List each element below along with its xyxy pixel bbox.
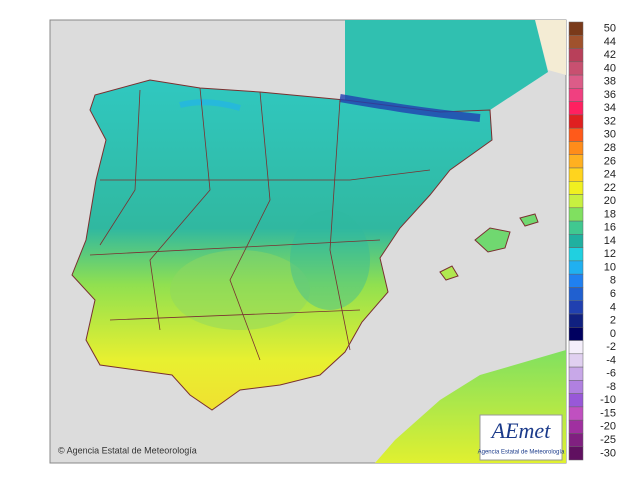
logo-subtitle: Agencia Estatal de Meteorología (478, 450, 565, 456)
legend-swatch (568, 181, 584, 195)
legend-swatch (568, 61, 584, 76)
legend: 5044424038363432302826242220181614121086… (568, 21, 616, 461)
legend-swatch (568, 446, 584, 461)
legend-swatch (568, 353, 584, 368)
legend-swatch (568, 366, 584, 381)
legend-label: 30 (604, 129, 616, 141)
ibiza (439, 265, 459, 281)
legend-swatch (568, 300, 584, 315)
legend-swatch (568, 433, 584, 447)
legend-swatch (568, 154, 584, 169)
legend-label: -2 (606, 341, 616, 353)
legend-swatch (568, 340, 584, 355)
legend-label: 20 (604, 195, 616, 207)
france (345, 20, 548, 112)
legend-label: 14 (604, 235, 616, 247)
legend-label: 32 (604, 115, 616, 127)
legend-label: 26 (604, 155, 616, 167)
legend-swatch (568, 141, 584, 155)
legend-swatch (568, 380, 584, 394)
logo-box (479, 414, 563, 461)
legend-label: 34 (604, 102, 616, 114)
legend-swatch (568, 220, 584, 235)
legend-label: -4 (606, 354, 616, 366)
legend-swatch (568, 35, 584, 49)
mallorca (474, 227, 511, 253)
legend-swatch (568, 127, 584, 142)
legend-label: 16 (604, 222, 616, 234)
legend-label: 2 (610, 315, 616, 327)
land-outside (535, 20, 566, 75)
credit: © Agencia Estatal de Meteorología (58, 445, 197, 455)
legend-swatch (568, 74, 584, 89)
legend-label: -10 (600, 394, 616, 406)
borders (89, 87, 431, 361)
legend-label: 18 (604, 208, 616, 220)
legend-label: -15 (600, 407, 616, 419)
legend-label: 8 (610, 275, 616, 287)
legend-label: 36 (604, 89, 616, 101)
legend-swatch (568, 88, 584, 102)
menorca (519, 213, 539, 227)
pyrenees (339, 94, 481, 122)
legend-label: 22 (604, 182, 616, 194)
legend-swatch (568, 273, 584, 288)
legend-swatch (568, 114, 584, 129)
legend-label: 50 (604, 23, 616, 35)
legend-label: -30 (600, 447, 616, 459)
legend-label: 42 (604, 49, 616, 61)
legend-swatch (568, 313, 584, 328)
legend-swatch (568, 101, 584, 116)
legend-swatch (568, 48, 584, 63)
legend-label: 4 (610, 301, 616, 313)
legend-label: 6 (610, 288, 616, 300)
legend-label: 40 (604, 62, 616, 74)
logo: AEmet (490, 418, 552, 443)
legend-label: -25 (600, 434, 616, 446)
highland (170, 250, 310, 330)
legend-swatch (568, 194, 584, 209)
legend-swatch (568, 327, 584, 341)
legend-label: -8 (606, 381, 616, 393)
cantabrian (179, 99, 241, 111)
legend-swatch (568, 234, 584, 248)
legend-swatch (568, 287, 584, 301)
legend-swatch (568, 393, 584, 408)
highland (290, 210, 370, 310)
legend-label: 38 (604, 76, 616, 88)
legend-swatch (568, 406, 584, 421)
legend-swatch (568, 247, 584, 262)
legend-label: 12 (604, 248, 616, 260)
legend-label: 28 (604, 142, 616, 154)
legend-label: 0 (610, 328, 616, 340)
legend-swatch (568, 419, 584, 434)
legend-label: 10 (604, 261, 616, 273)
legend-label: -20 (600, 421, 616, 433)
legend-swatch (568, 21, 584, 36)
legend-label: 24 (604, 169, 616, 181)
legend-label: 44 (604, 36, 616, 48)
legend-swatch (568, 260, 584, 275)
legend-swatch (568, 207, 584, 222)
legend-swatch (568, 167, 584, 182)
legend-label: -6 (606, 368, 616, 380)
